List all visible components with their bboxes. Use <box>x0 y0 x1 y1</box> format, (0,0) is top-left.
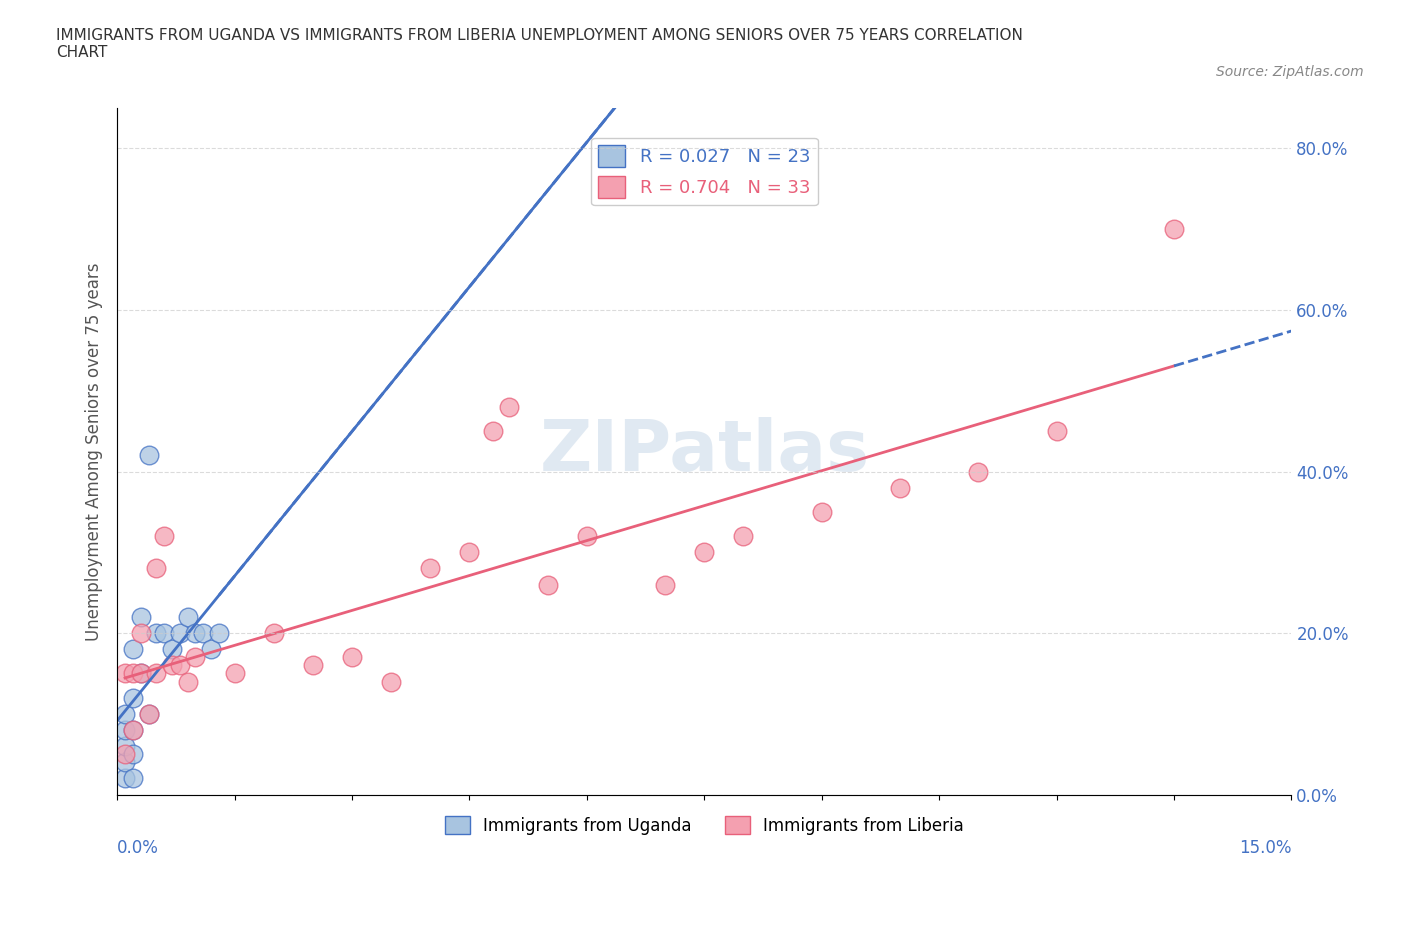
Point <box>208 626 231 641</box>
Point <box>575 529 598 544</box>
Point <box>200 642 222 657</box>
Text: 15.0%: 15.0% <box>1239 839 1292 857</box>
Point <box>145 666 167 681</box>
Point <box>458 545 481 560</box>
Point <box>967 464 990 479</box>
Point <box>121 723 143 737</box>
Point <box>176 674 198 689</box>
Point <box>114 747 136 762</box>
Point <box>138 707 160 722</box>
Point <box>1163 221 1185 236</box>
Y-axis label: Unemployment Among Seniors over 75 years: Unemployment Among Seniors over 75 years <box>86 262 103 641</box>
Point <box>810 504 832 519</box>
Point <box>1045 424 1067 439</box>
Point <box>184 650 207 665</box>
Point <box>263 626 285 641</box>
Point <box>114 666 136 681</box>
Point <box>121 666 143 681</box>
Point <box>114 738 136 753</box>
Text: IMMIGRANTS FROM UGANDA VS IMMIGRANTS FROM LIBERIA UNEMPLOYMENT AMONG SENIORS OVE: IMMIGRANTS FROM UGANDA VS IMMIGRANTS FRO… <box>56 28 1024 60</box>
Point <box>537 578 560 592</box>
Point <box>302 658 325 672</box>
Point <box>121 690 143 705</box>
Point <box>138 448 160 463</box>
Point <box>160 658 183 672</box>
Legend: Immigrants from Uganda, Immigrants from Liberia: Immigrants from Uganda, Immigrants from … <box>439 810 970 842</box>
Point <box>889 480 911 495</box>
Point <box>693 545 716 560</box>
Point <box>160 642 183 657</box>
Text: Source: ZipAtlas.com: Source: ZipAtlas.com <box>1216 65 1364 79</box>
Point <box>121 723 143 737</box>
Point <box>340 650 363 665</box>
Point <box>114 755 136 770</box>
Point <box>114 771 136 786</box>
Point <box>129 609 152 624</box>
Point <box>224 666 246 681</box>
Point <box>482 424 505 439</box>
Point <box>654 578 676 592</box>
Point <box>129 666 152 681</box>
Point <box>193 626 215 641</box>
Point <box>176 609 198 624</box>
Point <box>138 707 160 722</box>
Point <box>153 529 176 544</box>
Point <box>733 529 755 544</box>
Point <box>121 642 143 657</box>
Point <box>145 561 167 576</box>
Point <box>145 626 167 641</box>
Point <box>153 626 176 641</box>
Text: 0.0%: 0.0% <box>117 839 159 857</box>
Point <box>129 666 152 681</box>
Point <box>419 561 441 576</box>
Point <box>129 626 152 641</box>
Point <box>114 723 136 737</box>
Point <box>114 707 136 722</box>
Point <box>169 626 191 641</box>
Point <box>121 747 143 762</box>
Point <box>121 771 143 786</box>
Point <box>498 400 520 415</box>
Point <box>380 674 402 689</box>
Text: ZIPatlas: ZIPatlas <box>540 417 869 485</box>
Point <box>184 626 207 641</box>
Point <box>169 658 191 672</box>
